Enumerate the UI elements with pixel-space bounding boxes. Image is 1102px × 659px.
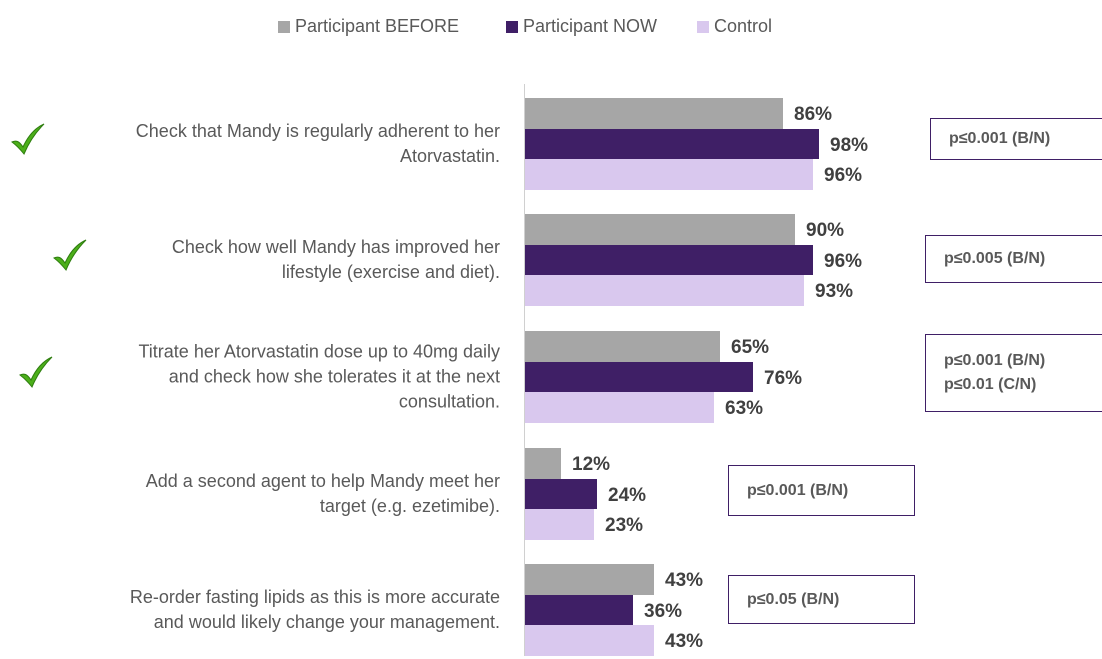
annotation-text: p≤0.001 (B/N) xyxy=(747,481,849,499)
legend-swatch xyxy=(278,20,290,33)
category-label: Add a second agent to help Mandy meet he… xyxy=(145,470,500,516)
value-label: 96% xyxy=(824,165,863,187)
bar xyxy=(525,98,783,129)
annotation-text: p≤0.005 (B/N) xyxy=(944,250,1046,267)
value-label: 93% xyxy=(815,281,854,303)
annotation-text: p≤0.001 (B/N) xyxy=(944,352,1046,369)
legend-item: Control xyxy=(697,16,772,37)
bar xyxy=(525,159,813,190)
legend-label: Control xyxy=(714,16,773,36)
category-label: Check that Mandy is regularly adherent t… xyxy=(135,120,500,166)
bar xyxy=(525,244,813,275)
annotation-box: p≤0.05 (B/N) xyxy=(728,575,915,624)
bar xyxy=(525,214,795,245)
legend-swatch xyxy=(697,20,709,33)
value-label: 86% xyxy=(794,104,833,126)
bar xyxy=(525,331,720,362)
category-label: Check how well Mandy has improved her li… xyxy=(171,236,500,282)
annotation-box: p≤0.005 (B/N) xyxy=(925,235,1102,283)
bar xyxy=(525,594,633,625)
bar xyxy=(525,564,654,595)
value-label: 63% xyxy=(725,398,764,420)
value-label: 36% xyxy=(644,600,683,622)
value-label: 90% xyxy=(806,220,845,242)
value-label: 23% xyxy=(605,515,644,537)
value-label: 43% xyxy=(665,570,704,592)
bar xyxy=(525,478,597,509)
axis-line xyxy=(524,84,525,656)
checkmark xyxy=(19,356,53,388)
annotation-text: p≤0.01 (C/N) xyxy=(944,376,1037,393)
bar xyxy=(525,392,714,423)
value-label: 43% xyxy=(665,631,704,653)
legend-swatch xyxy=(506,20,518,33)
bar xyxy=(525,509,594,540)
bar xyxy=(525,361,753,392)
bar xyxy=(525,448,561,479)
legend-item: Participant NOW xyxy=(506,16,657,37)
legend-label: Participant BEFORE xyxy=(295,16,460,36)
value-label: 76% xyxy=(764,367,803,389)
bar xyxy=(525,275,804,306)
annotation-box: p≤0.001 (B/N) p≤0.01 (C/N) xyxy=(925,334,1102,412)
checkmark xyxy=(53,239,87,271)
checkmark xyxy=(11,123,45,155)
legend-item: Participant BEFORE xyxy=(278,16,459,37)
value-label: 65% xyxy=(731,337,770,359)
value-label: 96% xyxy=(824,250,863,272)
category-label: Titrate her Atorvastatin dose up to 40mg… xyxy=(138,341,500,412)
annotation-box: p≤0.001 (B/N) xyxy=(728,465,915,516)
annotation-text: p≤0.05 (B/N) xyxy=(747,590,840,608)
bar xyxy=(525,625,654,656)
value-label: 24% xyxy=(608,484,647,506)
bar xyxy=(525,128,819,159)
category-label: Re-order fasting lipids as this is more … xyxy=(129,586,500,632)
value-label: 98% xyxy=(830,134,869,156)
annotation-box: p≤0.001 (B/N) xyxy=(930,118,1102,160)
value-label: 12% xyxy=(572,454,611,476)
legend-label: Participant NOW xyxy=(523,16,658,36)
annotation-text: p≤0.001 (B/N) xyxy=(949,130,1051,147)
